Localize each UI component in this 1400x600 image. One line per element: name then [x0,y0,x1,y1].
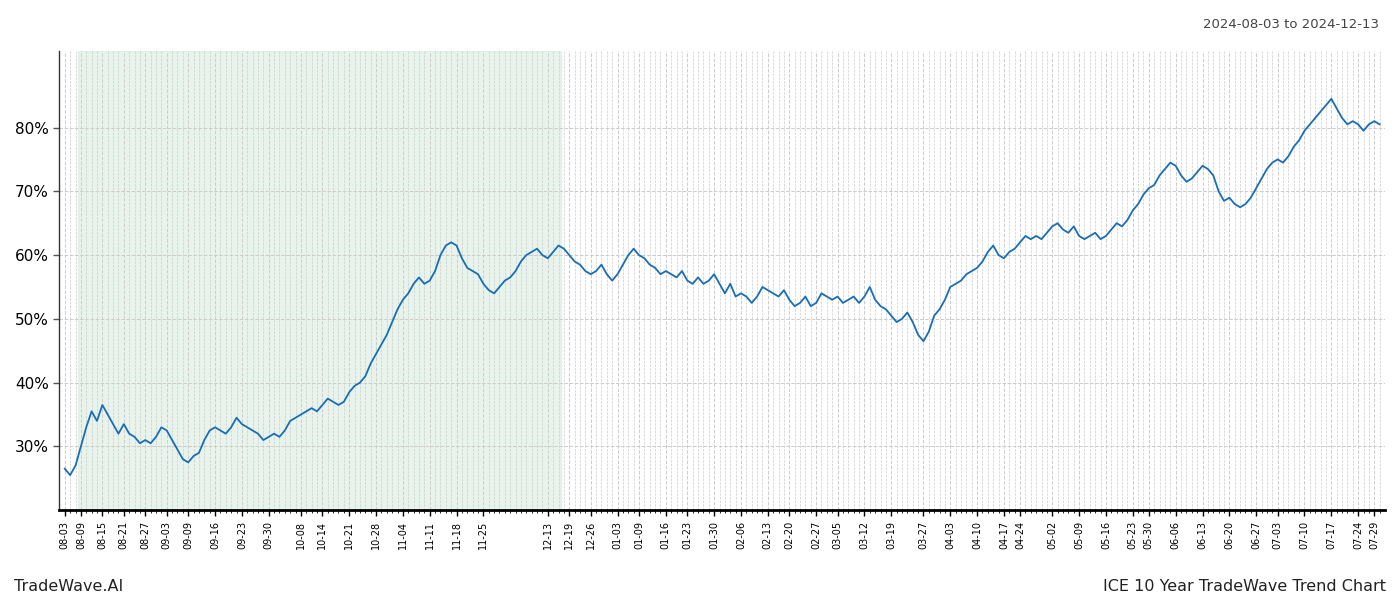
Text: 2024-08-03 to 2024-12-13: 2024-08-03 to 2024-12-13 [1203,18,1379,31]
Bar [78,51,561,510]
Text: TradeWave.AI: TradeWave.AI [14,579,123,594]
Text: ICE 10 Year TradeWave Trend Chart: ICE 10 Year TradeWave Trend Chart [1103,579,1386,594]
